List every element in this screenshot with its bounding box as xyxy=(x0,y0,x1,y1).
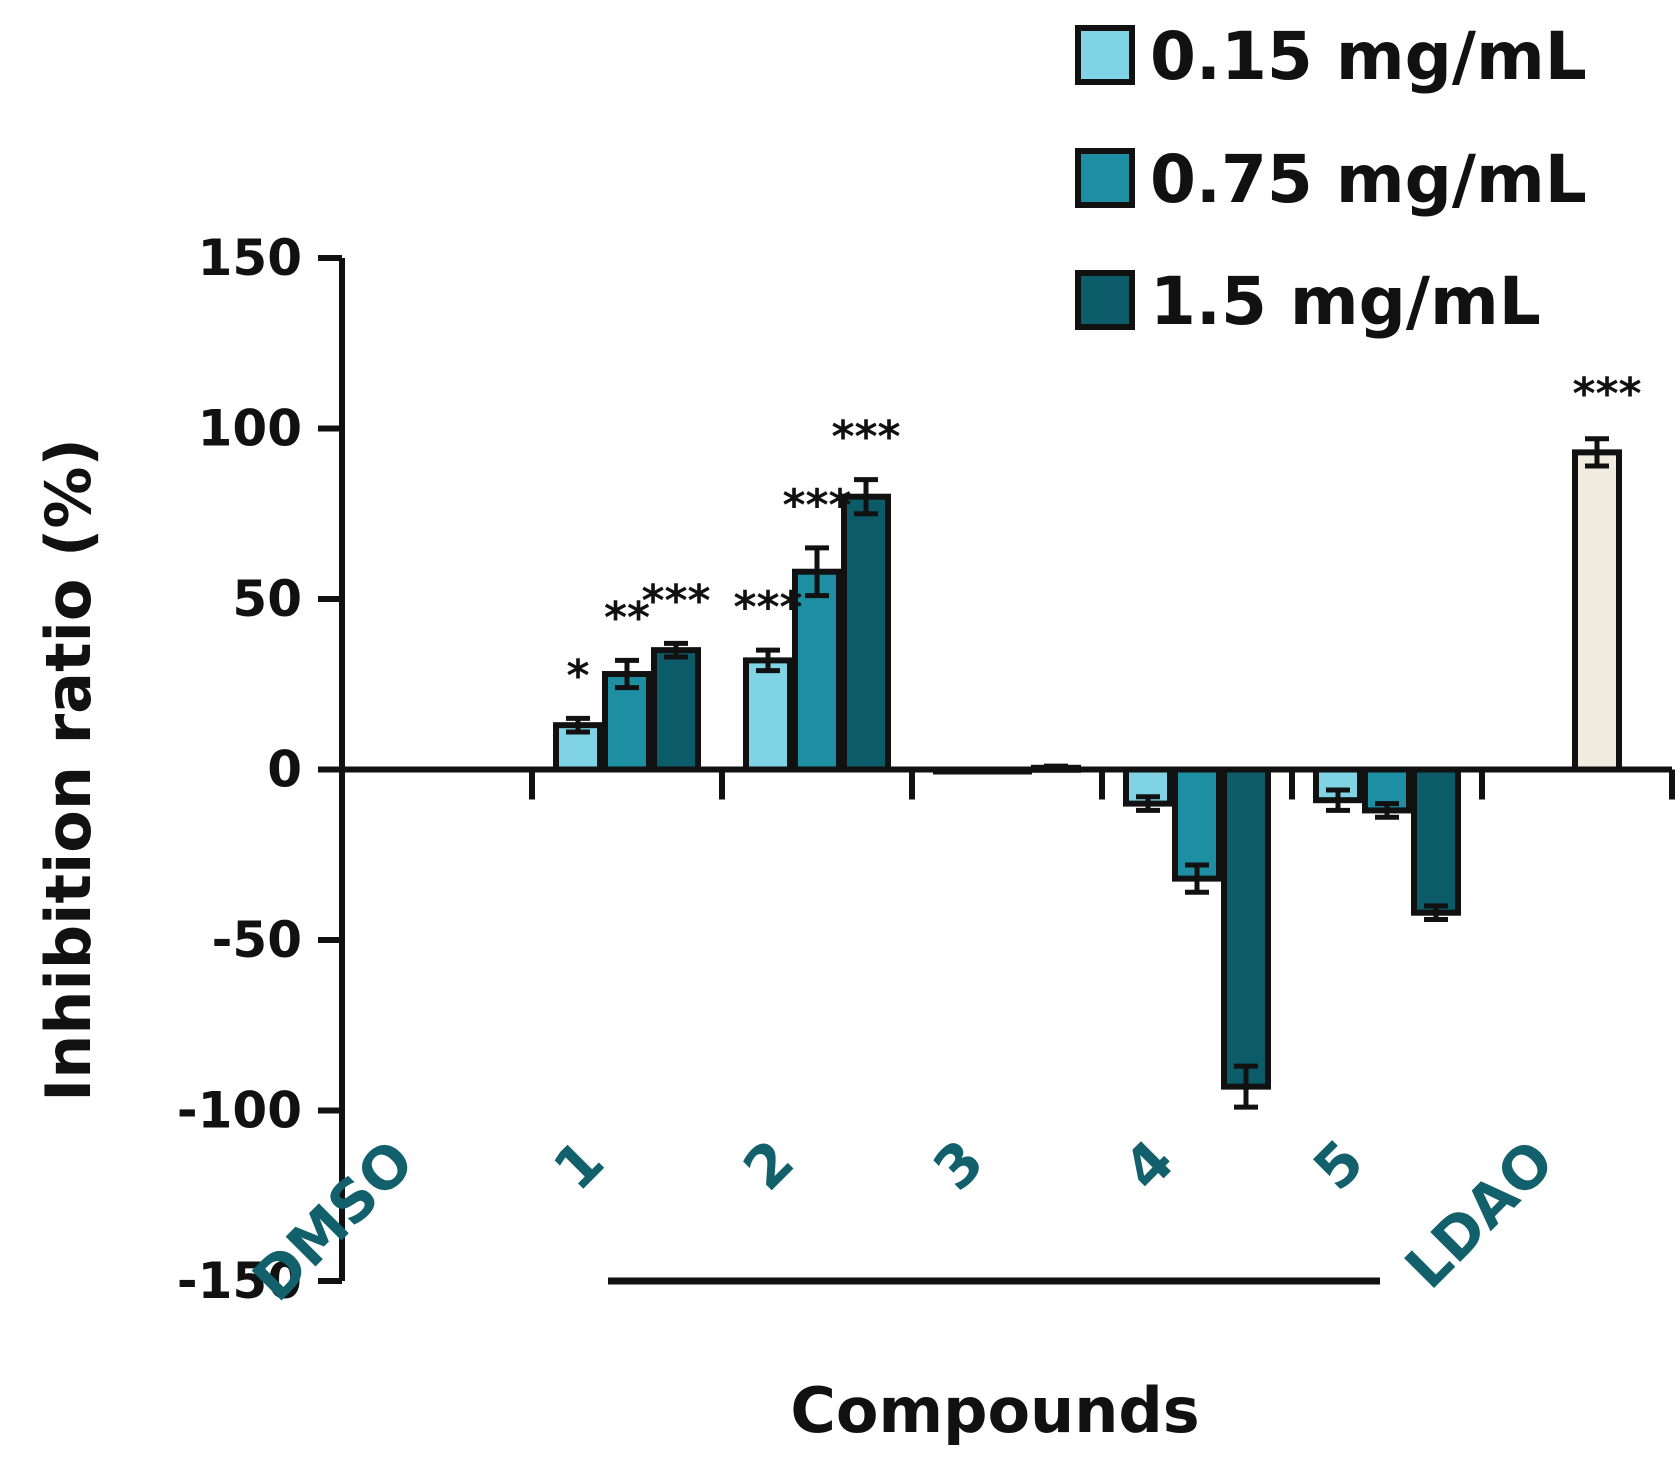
category-label-3: 3 xyxy=(920,1127,997,1204)
bar-4-series-2 xyxy=(1172,766,1222,882)
significance-label: ** xyxy=(604,592,650,643)
bars-layer xyxy=(553,436,1622,1110)
bar-2-series-3 xyxy=(841,493,891,773)
axes-layer xyxy=(318,255,1675,1285)
x-axis-title: Compounds xyxy=(790,1374,1199,1447)
y-tick-label: 50 xyxy=(232,570,302,628)
y-tick-label: -50 xyxy=(212,911,302,969)
significance-label: *** xyxy=(641,575,710,626)
category-label-1: 1 xyxy=(540,1127,617,1204)
y-tick-label: -100 xyxy=(177,1082,302,1140)
y-axis-title: Inhibition ratio (%) xyxy=(32,438,105,1102)
category-label-LDAO: LDAO xyxy=(1392,1127,1567,1302)
significance-label: *** xyxy=(831,412,900,463)
category-label-4: 4 xyxy=(1110,1127,1187,1204)
bar-5-series-3 xyxy=(1411,766,1461,916)
bar-4-series-3 xyxy=(1221,766,1271,1090)
significance-label: *** xyxy=(733,582,802,633)
bar-LDAO xyxy=(1572,449,1622,773)
legend-swatch-series-2 xyxy=(1075,148,1135,208)
category-label-5: 5 xyxy=(1300,1127,1377,1204)
bar-2-series-1 xyxy=(743,657,793,773)
category-label-DMSO: DMSO xyxy=(240,1127,427,1314)
y-tick-label: 100 xyxy=(198,400,302,458)
legend-label-series-1: 0.15 mg/mL xyxy=(1150,18,1587,95)
legend-swatch-series-3 xyxy=(1075,270,1135,330)
significance-label: * xyxy=(566,650,589,701)
significance-label: *** xyxy=(782,480,851,531)
legend-label-series-2: 0.75 mg/mL xyxy=(1150,141,1587,218)
labels-layer: ******************-150-100-50050100150DM… xyxy=(32,229,1642,1447)
category-label-2: 2 xyxy=(730,1127,807,1204)
legend-swatch-series-1 xyxy=(1075,25,1135,85)
significance-label: *** xyxy=(1572,369,1641,420)
bar-1-series-3 xyxy=(651,647,701,773)
y-tick-label: -150 xyxy=(177,1252,302,1310)
legend: 0.15 mg/mL 0.75 mg/mL 1.5 mg/mL xyxy=(1075,18,1587,340)
y-tick-label: 150 xyxy=(198,229,302,287)
legend-label-series-3: 1.5 mg/mL xyxy=(1150,263,1541,340)
y-tick-label: 0 xyxy=(267,741,302,799)
